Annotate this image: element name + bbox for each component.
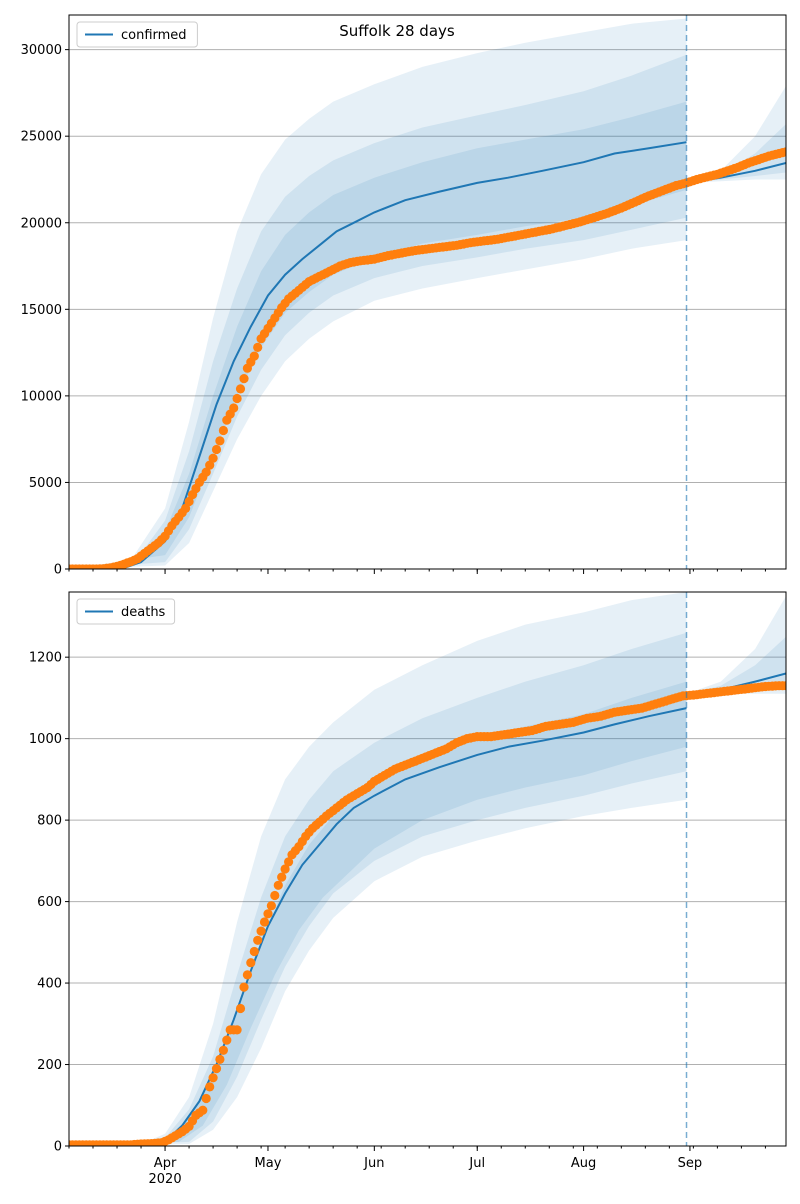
observed-point	[232, 1025, 242, 1035]
observed-point	[208, 453, 218, 463]
plot-area	[69, 18, 786, 569]
observed-point	[266, 901, 276, 911]
observed-point	[218, 1045, 228, 1055]
observed-point	[270, 890, 280, 901]
y-tick-label: 200	[37, 1058, 62, 1073]
observed-point	[277, 872, 287, 882]
y-tick-label: 25000	[21, 130, 62, 145]
x-tick-label: Aug	[571, 1156, 596, 1171]
observed-point	[781, 681, 786, 691]
observed-point	[215, 436, 225, 446]
observed-point	[235, 1003, 246, 1014]
confidence-band-3	[69, 681, 687, 1146]
observed-point	[184, 496, 194, 507]
observed-point	[239, 982, 249, 992]
y-tick-label: 15000	[21, 303, 62, 318]
observed-point	[246, 958, 256, 968]
observed-point	[211, 1064, 222, 1074]
y-tick-label: 1200	[29, 651, 62, 666]
y-tick-label: 10000	[21, 389, 62, 404]
legend: deaths	[76, 598, 176, 625]
y-tick-label: 600	[37, 895, 62, 910]
observed-point	[284, 857, 294, 867]
observed-point	[256, 926, 266, 936]
observed-point	[215, 1054, 225, 1064]
y-tick-label: 1000	[29, 732, 62, 747]
observed-point	[198, 1105, 208, 1115]
legend-box	[76, 21, 198, 48]
y-tick-label: 800	[37, 814, 62, 829]
legend-label: confirmed	[121, 28, 187, 43]
panel-confirmed: 0 5000 10000 15000 20000 25000 30000 confirmed	[21, 14, 787, 578]
forecast-band-1	[686, 596, 786, 694]
observed-point	[263, 909, 273, 919]
plot-area	[69, 592, 786, 1146]
observed-point	[232, 393, 242, 404]
observed-point	[781, 147, 786, 157]
y-tick-label: 30000	[21, 43, 62, 58]
x-tick-label: Apr	[154, 1156, 177, 1171]
observed-point	[211, 444, 222, 455]
x-tick-label: Jul	[468, 1156, 485, 1171]
legend-box	[76, 598, 176, 625]
y-tick-label: 20000	[21, 216, 62, 231]
confidence-band-2	[69, 632, 687, 1146]
observed-point	[242, 970, 252, 980]
observed-point	[235, 384, 246, 394]
model-line	[69, 707, 687, 1146]
observed-point	[280, 864, 290, 874]
y-tick-label: 0	[54, 1140, 62, 1155]
observed-point	[259, 917, 270, 927]
observed-point	[229, 403, 239, 413]
forecast-band-2	[686, 124, 786, 183]
observed-point	[222, 1035, 232, 1045]
axes-frame	[68, 14, 787, 570]
y-tick-label: 400	[37, 977, 62, 992]
observed-point	[249, 351, 259, 361]
observed-point	[208, 1073, 218, 1083]
observed-point	[205, 460, 215, 470]
observed-point	[239, 374, 249, 384]
figure-title: Suffolk 28 days	[339, 22, 455, 40]
observed-point	[181, 503, 191, 513]
observed-point	[253, 342, 263, 352]
x-tick-label: Sep	[678, 1156, 703, 1171]
legend-label: deaths	[121, 605, 166, 620]
x-tick-label: Jun	[363, 1156, 384, 1171]
legend: confirmed	[76, 21, 198, 48]
observed-point	[253, 935, 263, 945]
x-tick-label: May	[255, 1156, 282, 1171]
confidence-band-3	[69, 101, 687, 569]
observed-point	[218, 425, 228, 436]
axes-frame	[68, 591, 787, 1147]
observed-point	[201, 467, 211, 477]
y-tick-label: 0	[54, 563, 62, 578]
x-year-label: 2020	[149, 1172, 182, 1187]
observed-point	[273, 880, 283, 890]
observed-point	[249, 946, 259, 957]
observed-point	[205, 1082, 215, 1092]
y-tick-label: 5000	[29, 476, 62, 491]
observed-point	[201, 1093, 211, 1104]
